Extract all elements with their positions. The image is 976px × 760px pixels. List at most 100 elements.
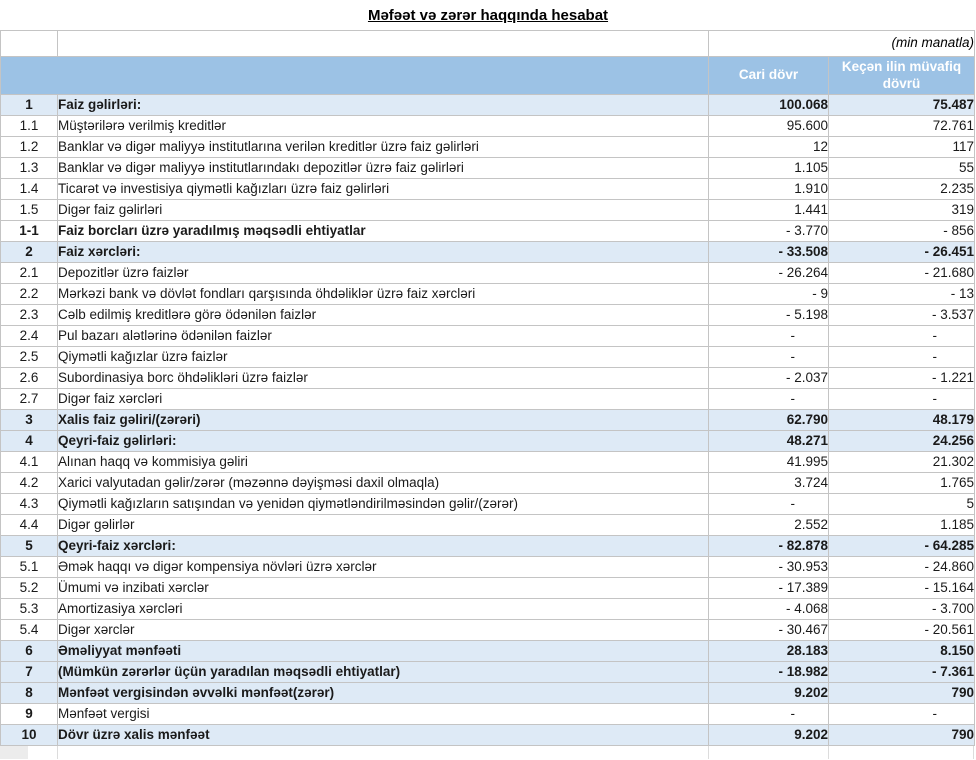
partial-next-row-strip bbox=[0, 746, 976, 759]
row-previous-value: 790 bbox=[828, 724, 975, 746]
table-row: 5.4 Digər xərclər - 30.467 - 20.561 bbox=[0, 619, 975, 641]
row-number: 2.6 bbox=[0, 367, 58, 389]
unit-note-empty-no-cell bbox=[0, 30, 58, 57]
row-previous-value: - bbox=[828, 388, 975, 410]
row-number: 2.7 bbox=[0, 388, 58, 410]
row-current-value: 9.202 bbox=[708, 724, 829, 746]
row-current-value: - 5.198 bbox=[708, 304, 829, 326]
row-number: 2.1 bbox=[0, 262, 58, 284]
row-previous-value: - bbox=[828, 346, 975, 368]
row-current-value: 2.552 bbox=[708, 514, 829, 536]
row-number: 10 bbox=[0, 724, 58, 746]
unit-note: (min manatla) bbox=[708, 30, 975, 57]
row-label: (Mümkün zərərlər üçün yaradılan məqsədli… bbox=[57, 661, 709, 683]
row-label: Xalis faiz gəliri/(zərəri) bbox=[57, 409, 709, 431]
row-label: Ticarət və investisiya qiymətli kağızlar… bbox=[57, 178, 709, 200]
row-current-value: 1.910 bbox=[708, 178, 829, 200]
table-row: 5.2 Ümumi və inzibati xərclər - 17.389 -… bbox=[0, 577, 975, 599]
table-row: 2.6 Subordinasiya borc öhdəlikləri üzrə … bbox=[0, 367, 975, 389]
row-label: Pul bazarı alətlərinə ödənilən faizlər bbox=[57, 325, 709, 347]
row-current-value: 100.068 bbox=[708, 94, 829, 116]
row-current-value: - 2.037 bbox=[708, 367, 829, 389]
table-row: 4.4 Digər gəlirlər 2.552 1.185 bbox=[0, 514, 975, 536]
row-previous-value: 8.150 bbox=[828, 640, 975, 662]
row-label: Amortizasiya xərcləri bbox=[57, 598, 709, 620]
table-row: 8 Mənfəət vergisindən əvvəlki mənfəət(zə… bbox=[0, 682, 975, 704]
table-row: 1.4 Ticarət və investisiya qiymətli kağı… bbox=[0, 178, 975, 200]
row-number: 5.2 bbox=[0, 577, 58, 599]
row-label: Faiz borcları üzrə yaradılmış məqsədli e… bbox=[57, 220, 709, 242]
row-current-value: - 82.878 bbox=[708, 535, 829, 557]
row-label: Xarici valyutadan gəlir/zərər (məzənnə d… bbox=[57, 472, 709, 494]
row-previous-value: - 20.561 bbox=[828, 619, 975, 641]
row-current-value: - bbox=[708, 346, 829, 368]
row-previous-value: - 15.164 bbox=[828, 577, 975, 599]
table-row: 1.2 Banklar və digər maliyyə institutlar… bbox=[0, 136, 975, 158]
table-row: 9 Mənfəət vergisi - - bbox=[0, 703, 975, 725]
row-label: Depozitlər üzrə faizlər bbox=[57, 262, 709, 284]
table-row: 1.1 Müştərilərə verilmiş kreditlər 95.60… bbox=[0, 115, 975, 137]
row-number: 1.2 bbox=[0, 136, 58, 158]
header-current-period: Cari dövr bbox=[708, 56, 829, 95]
table-row: 2.3 Cəlb edilmiş kreditlərə görə ödənilə… bbox=[0, 304, 975, 326]
row-number: 5.3 bbox=[0, 598, 58, 620]
row-previous-value: 24.256 bbox=[828, 430, 975, 452]
header-empty-cell bbox=[0, 56, 709, 95]
row-previous-value: 790 bbox=[828, 682, 975, 704]
column-divider-line bbox=[973, 746, 974, 759]
table-row: 4.3 Qiymətli kağızların satışından və ye… bbox=[0, 493, 975, 515]
row-previous-value: 319 bbox=[828, 199, 975, 221]
row-label: Müştərilərə verilmiş kreditlər bbox=[57, 115, 709, 137]
row-current-value: - 30.953 bbox=[708, 556, 829, 578]
row-number: 1-1 bbox=[0, 220, 58, 242]
table-row: 1-1 Faiz borcları üzrə yaradılmış məqsəd… bbox=[0, 220, 975, 242]
bottom-left-gray-corner bbox=[0, 746, 28, 759]
row-previous-value: - 26.451 bbox=[828, 241, 975, 263]
row-previous-value: 1.765 bbox=[828, 472, 975, 494]
row-previous-value: - 24.860 bbox=[828, 556, 975, 578]
row-previous-value: - 7.361 bbox=[828, 661, 975, 683]
row-number: 5 bbox=[0, 535, 58, 557]
column-divider-line bbox=[57, 746, 58, 759]
row-number: 2.3 bbox=[0, 304, 58, 326]
row-number: 2.5 bbox=[0, 346, 58, 368]
row-number: 1.5 bbox=[0, 199, 58, 221]
row-current-value: - 17.389 bbox=[708, 577, 829, 599]
row-previous-value: 72.761 bbox=[828, 115, 975, 137]
row-label: Qiymətli kağızlar üzrə faizlər bbox=[57, 346, 709, 368]
table-row: 2.7 Digər faiz xərcləri - - bbox=[0, 388, 975, 410]
row-label: Digər xərclər bbox=[57, 619, 709, 641]
row-label: Digər faiz xərcləri bbox=[57, 388, 709, 410]
row-previous-value: - 13 bbox=[828, 283, 975, 305]
table-row: 1.5 Digər faiz gəlirləri 1.441 319 bbox=[0, 199, 975, 221]
row-label: Əməliyyat mənfəəti bbox=[57, 640, 709, 662]
row-previous-value: - bbox=[828, 703, 975, 725]
row-previous-value: - 3.700 bbox=[828, 598, 975, 620]
table-row: 5 Qeyri-faiz xərcləri: - 82.878 - 64.285 bbox=[0, 535, 975, 557]
row-number: 1.3 bbox=[0, 157, 58, 179]
table-row: 4.1 Alınan haqq və kommisiya gəliri 41.9… bbox=[0, 451, 975, 473]
row-previous-value: - 64.285 bbox=[828, 535, 975, 557]
row-label: Ümumi və inzibati xərclər bbox=[57, 577, 709, 599]
row-current-value: 95.600 bbox=[708, 115, 829, 137]
row-current-value: - bbox=[708, 493, 829, 515]
table-row: 2.4 Pul bazarı alətlərinə ödənilən faizl… bbox=[0, 325, 975, 347]
row-previous-value: - 3.537 bbox=[828, 304, 975, 326]
row-label: Qeyri-faiz gəlirləri: bbox=[57, 430, 709, 452]
row-current-value: - 18.982 bbox=[708, 661, 829, 683]
table-row: 10 Dövr üzrə xalis mənfəət 9.202 790 bbox=[0, 724, 975, 746]
row-current-value: 1.105 bbox=[708, 157, 829, 179]
column-divider-line bbox=[708, 746, 709, 759]
row-previous-value: - bbox=[828, 325, 975, 347]
row-number: 4 bbox=[0, 430, 58, 452]
row-current-value: 41.995 bbox=[708, 451, 829, 473]
row-current-value: - 9 bbox=[708, 283, 829, 305]
row-number: 1 bbox=[0, 94, 58, 116]
table-row: 4 Qeyri-faiz gəlirləri: 48.271 24.256 bbox=[0, 430, 975, 452]
row-number: 5.1 bbox=[0, 556, 58, 578]
row-label: Mənfəət vergisindən əvvəlki mənfəət(zərə… bbox=[57, 682, 709, 704]
row-label: Qiymətli kağızların satışından və yenidə… bbox=[57, 493, 709, 515]
table-row: 1 Faiz gəlirləri: 100.068 75.487 bbox=[0, 94, 975, 116]
row-number: 2.4 bbox=[0, 325, 58, 347]
